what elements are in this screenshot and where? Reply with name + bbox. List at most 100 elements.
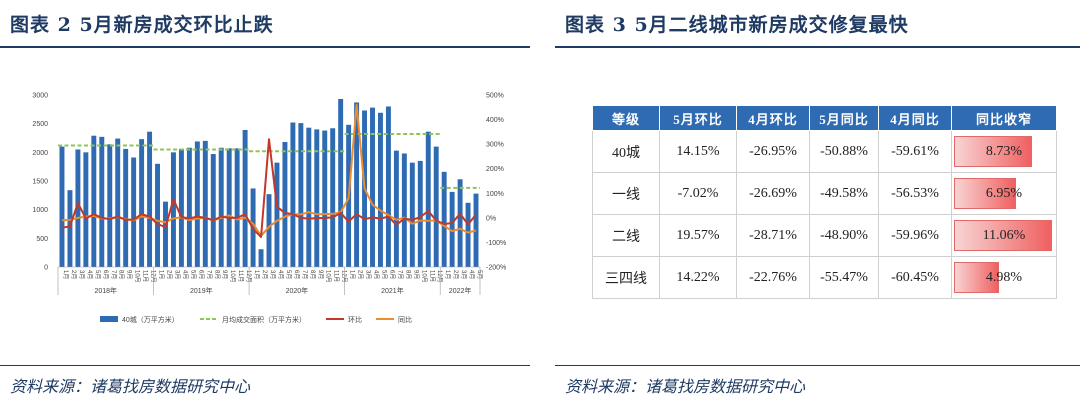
legend-label: 40城（万平方米） — [122, 315, 179, 324]
bar — [306, 127, 312, 268]
cell-apr-mom: -26.69% — [736, 172, 810, 215]
month-tick-label: 8月 — [309, 270, 316, 279]
narrow-value: 6.95% — [985, 185, 1023, 201]
chart-source: 资料来源：诸葛找房数据研究中心 — [10, 377, 251, 396]
month-tick-label: 1月 — [349, 270, 356, 279]
left-axis-tick: 0 — [44, 265, 48, 272]
cell-may-yoy: -48.90% — [809, 214, 879, 257]
bar — [99, 136, 105, 267]
cell-may-mom: -7.02% — [659, 172, 737, 215]
bar — [75, 149, 81, 267]
left-panel: 图表 2 5月新房成交环比止跌 0 500 1000 1500 2000 2500 3000… — [0, 0, 530, 407]
month-tick-label: 7月 — [396, 270, 403, 279]
year-label: 2018年 — [94, 286, 117, 295]
month-tick-label: 5月 — [476, 270, 483, 279]
month-tick-label: 9月 — [221, 270, 228, 279]
month-tick-label: 6月 — [197, 270, 204, 279]
cell-narrow: 11.06% — [951, 214, 1057, 257]
bar — [409, 162, 415, 267]
left-axis-tick: 500 — [36, 236, 48, 243]
month-tick-label: 12月 — [245, 270, 252, 283]
header-may-yoy: 5月同比 — [809, 105, 879, 131]
cell-apr-mom: -26.95% — [736, 130, 810, 173]
month-tick-label: 10月 — [325, 270, 332, 283]
bar — [354, 102, 360, 267]
cell-tier: 40城 — [592, 130, 660, 173]
month-tick-label: 1月 — [444, 270, 451, 279]
left-axis-tick: 2500 — [32, 121, 48, 128]
legend-label: 同比 — [398, 315, 412, 324]
table-row: 三四线 14.22% -22.76% -55.47% -60.45% 4.98% — [592, 256, 1057, 299]
right-axis-tick: -200% — [486, 265, 506, 272]
month-tick-label: 11月 — [333, 270, 340, 282]
bar — [441, 171, 447, 267]
bar — [274, 162, 280, 267]
bar — [163, 201, 168, 267]
table-row: 二线 19.57% -28.71% -48.90% -59.96% 11.06% — [592, 214, 1057, 257]
month-tick-label: 2月 — [165, 270, 172, 279]
month-tick-label: 3月 — [269, 270, 276, 279]
bar — [298, 123, 304, 267]
comparison-table: 等级 5月环比 4月环比 5月同比 4月同比 同比收窄 40城 14.15% -26… — [592, 105, 1057, 299]
month-tick-label: 8月 — [213, 270, 220, 279]
cell-apr-mom: -22.76% — [736, 256, 810, 299]
right-axis-tick: 300% — [486, 142, 504, 149]
header-may-mom: 5月环比 — [659, 105, 737, 131]
narrow-data-bar — [954, 178, 1017, 209]
right-panel: 图表 3 5月二线城市新房成交修复最快 等级 5月环比 4月环比 5月同比 4月… — [555, 0, 1080, 407]
cell-may-mom: 14.22% — [659, 256, 737, 299]
month-tick-label: 2月 — [70, 270, 77, 279]
bar — [59, 146, 65, 267]
cell-may-yoy: -49.58% — [809, 172, 879, 215]
bar — [210, 154, 216, 267]
month-tick-label: 9月 — [317, 270, 324, 279]
bar — [170, 152, 176, 267]
bar — [314, 129, 320, 267]
table-source: 资料来源：诸葛找房数据研究中心 — [565, 377, 806, 396]
month-tick-label: 7月 — [205, 270, 212, 279]
bar — [242, 129, 248, 267]
left-axis-tick: 1500 — [32, 179, 48, 186]
month-tick-label: 7月 — [110, 270, 117, 279]
cell-tier: 三四线 — [592, 256, 660, 299]
month-tick-label: 10月 — [134, 270, 141, 283]
bar — [226, 148, 232, 267]
bar — [155, 163, 160, 267]
bar — [378, 112, 383, 267]
month-tick-label: 2月 — [357, 270, 364, 279]
bar — [131, 157, 137, 267]
transaction-chart: 0 500 1000 1500 2000 2500 3000 -200% -100% 0% 100%… — [32, 93, 506, 325]
narrow-data-bar — [954, 136, 1032, 167]
month-tick-label: 7月 — [301, 270, 308, 279]
left-axis-tick: 1000 — [32, 207, 48, 214]
month-tick-label: 6月 — [293, 270, 300, 279]
bar — [266, 194, 272, 267]
cell-tier: 二线 — [592, 214, 660, 257]
bar — [290, 122, 296, 267]
bar — [147, 131, 153, 267]
header-apr-yoy: 4月同比 — [878, 105, 952, 131]
mom-line — [61, 138, 477, 239]
bar — [425, 131, 431, 267]
bar — [385, 106, 391, 267]
header-tier: 等级 — [592, 105, 660, 131]
month-tick-label: 3月 — [173, 270, 180, 279]
month-tick-label: 5月 — [94, 270, 101, 279]
bar — [417, 160, 423, 267]
month-tick-label: 11月 — [237, 270, 244, 282]
cell-narrow: 8.73% — [951, 130, 1057, 173]
month-tick-label: 10月 — [420, 270, 427, 283]
cell-tier: 一线 — [592, 172, 660, 215]
source-rule — [0, 365, 530, 366]
bar — [186, 147, 192, 267]
table-row: 40城 14.15% -26.95% -50.88% -59.61% 8.73% — [592, 130, 1057, 173]
month-tick-label: 4月 — [181, 270, 188, 279]
month-tick-label: 8月 — [404, 270, 411, 279]
right-axis-tick: 400% — [486, 117, 504, 124]
bar — [91, 135, 97, 267]
legend-swatch-bars — [100, 316, 118, 322]
right-axis-tick: 0% — [486, 215, 496, 222]
title-rule — [555, 46, 1080, 48]
month-tick-label: 4月 — [277, 270, 284, 279]
cell-apr-yoy: -60.45% — [878, 256, 952, 299]
